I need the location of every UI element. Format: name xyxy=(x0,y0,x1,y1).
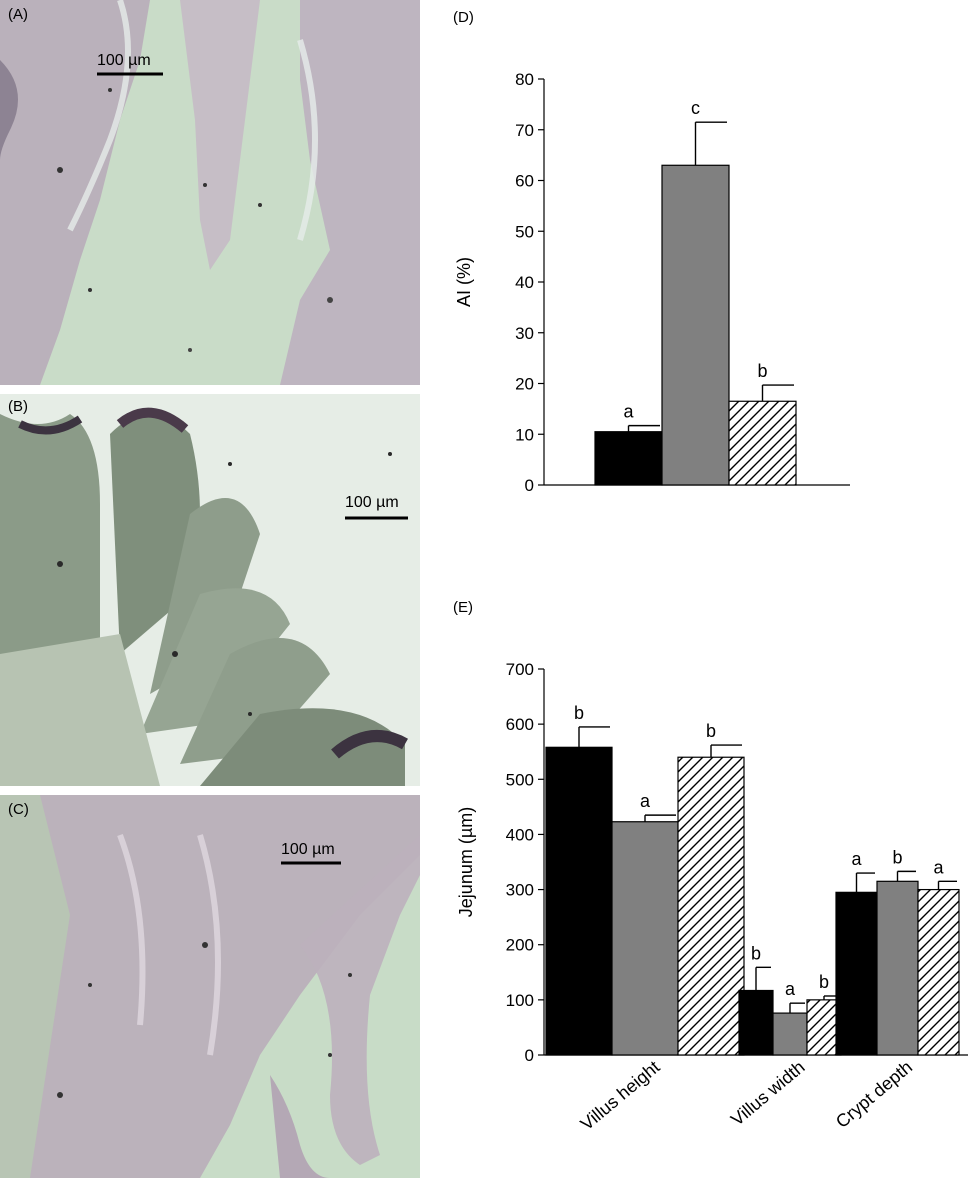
chart-d-y-tick-label: 20 xyxy=(515,375,534,394)
chart-d-y-label: AI (%) xyxy=(454,257,474,307)
chart-e-panel-label: (E) xyxy=(453,599,473,616)
chart-e-y-tick-label: 500 xyxy=(506,770,534,789)
chart-e-bar xyxy=(738,989,774,1056)
panel-label-a: (A) xyxy=(8,6,28,23)
scale-bar-label-c: 100 µm xyxy=(281,841,335,858)
chart-d-y-tick-label: 80 xyxy=(515,70,534,89)
chart-e-bar xyxy=(876,880,919,1056)
chart-d-y-tick-label: 30 xyxy=(515,324,534,343)
panel-label-c: (C) xyxy=(8,801,29,818)
scale-bar-label-a: 100 µm xyxy=(97,52,151,69)
chart-e-significance-letter: b xyxy=(574,703,584,723)
chart-d-significance-letter: a xyxy=(623,402,634,422)
micrograph-c-image xyxy=(0,795,420,1178)
chart-d-y-tick-label: 60 xyxy=(515,172,534,191)
chart-e-significance-letter: b xyxy=(751,943,761,963)
chart-e-bar xyxy=(677,756,745,1056)
chart-e-y-tick-label: 200 xyxy=(506,936,534,955)
micrograph-a-image xyxy=(0,0,420,385)
chart-e-bar xyxy=(917,888,960,1056)
chart-e-bar xyxy=(806,999,842,1056)
chart-d-y-tick-label: 40 xyxy=(515,273,534,292)
chart-e-significance-letter: a xyxy=(933,857,944,877)
chart-e-category-label: Villus height xyxy=(577,1057,664,1135)
chart-d-significance-letter: c xyxy=(691,98,700,118)
chart-e-y-tick-label: 100 xyxy=(506,991,534,1010)
micrograph-b: (B) 100 µm xyxy=(0,394,420,786)
micrograph-c: (C) 100 µm xyxy=(0,795,420,1178)
panel-label-b: (B) xyxy=(8,398,28,415)
chart-e-bar xyxy=(611,821,679,1056)
chart-d-y-tick-label: 10 xyxy=(515,425,534,444)
chart-d-bar xyxy=(661,164,730,486)
chart-d-y-tick-label: 70 xyxy=(515,121,534,140)
chart-d-y-tick-label: 50 xyxy=(515,222,534,241)
chart-e-significance-letter: b xyxy=(819,972,829,992)
chart-e-significance-letter: b xyxy=(892,847,902,867)
chart-e-y-tick-label: 400 xyxy=(506,825,534,844)
chart-e-y-label: Jejunum (µm) xyxy=(456,807,476,917)
chart-e-significance-letter: a xyxy=(851,849,862,869)
chart-e-category-label: Crypt depth xyxy=(832,1057,916,1132)
micrograph-a: (A) 100 µm xyxy=(0,0,420,385)
chart-e-bar xyxy=(772,1012,808,1056)
scale-bar-label-b: 100 µm xyxy=(345,494,399,511)
chart-e-y-tick-label: 700 xyxy=(506,660,534,679)
chart-e-significance-letter: b xyxy=(706,721,716,741)
chart-e-bar xyxy=(545,746,613,1056)
chart-d-bar xyxy=(728,400,797,486)
chart-e-category-label: Villus width xyxy=(727,1057,809,1130)
chart-d-y-tick-label: 0 xyxy=(525,476,534,495)
chart-d-significance-letter: b xyxy=(757,361,767,381)
chart-e-significance-letter: a xyxy=(640,791,651,811)
chart-e-y-tick-label: 600 xyxy=(506,715,534,734)
chart-d-panel-label: (D) xyxy=(453,9,474,26)
chart-e-significance-letter: a xyxy=(785,979,796,999)
micrograph-b-image xyxy=(0,394,420,786)
chart-e-y-tick-label: 300 xyxy=(506,881,534,900)
chart-e-y-tick-label: 0 xyxy=(525,1046,534,1065)
chart-d-bar xyxy=(594,431,663,486)
chart-e-bar xyxy=(835,891,878,1056)
